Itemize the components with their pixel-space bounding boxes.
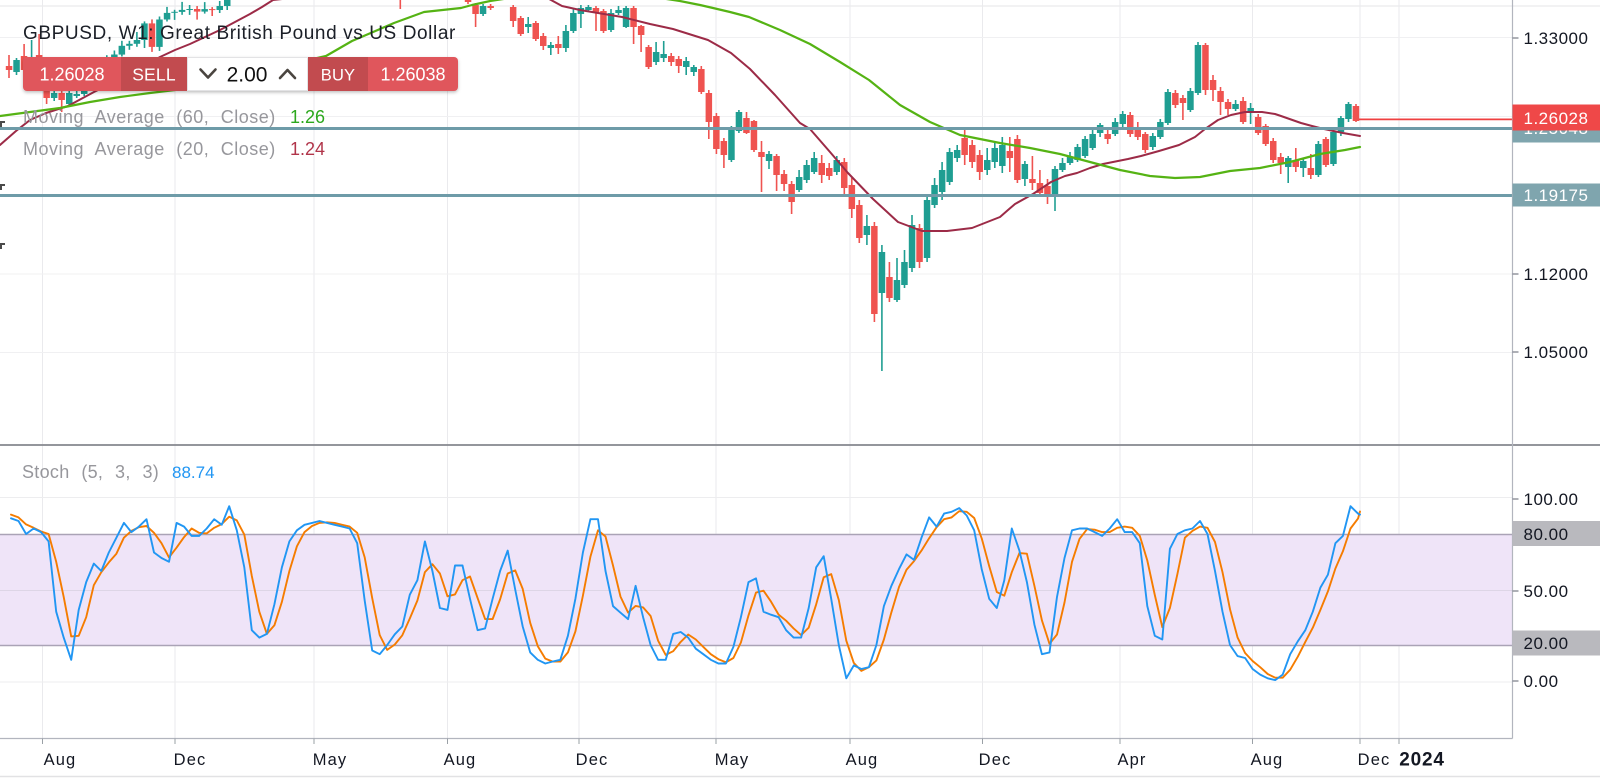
- svg-text:1.12000: 1.12000: [1524, 265, 1589, 284]
- svg-text:Stoch (5, 3, 3): Stoch (5, 3, 3): [22, 462, 159, 482]
- svg-text:Dec: Dec: [979, 751, 1012, 769]
- svg-text:BUY: BUY: [321, 67, 356, 85]
- svg-text:Apr: Apr: [1118, 751, 1147, 769]
- svg-text:1.05000: 1.05000: [1524, 343, 1589, 362]
- svg-text:1.26028: 1.26028: [1524, 109, 1589, 128]
- svg-text:1.26028: 1.26028: [39, 65, 104, 85]
- svg-text:88.74: 88.74: [172, 463, 215, 482]
- svg-text:Moving Average (20, Close): Moving Average (20, Close): [23, 139, 276, 159]
- svg-text:100.00: 100.00: [1524, 490, 1579, 509]
- svg-text:1.24: 1.24: [290, 139, 325, 159]
- svg-text:1.33000: 1.33000: [1524, 29, 1589, 48]
- svg-text:Dec: Dec: [174, 751, 207, 769]
- svg-text:Aug: Aug: [44, 751, 77, 769]
- svg-text:May: May: [313, 751, 347, 769]
- svg-text:2024: 2024: [1399, 750, 1444, 771]
- svg-text:Dec: Dec: [576, 751, 609, 769]
- svg-text:2.00: 2.00: [227, 64, 268, 87]
- svg-text:Aug: Aug: [1251, 751, 1284, 769]
- svg-text:GBPUSD, W1: Great British Poun: GBPUSD, W1: Great British Pound vs US Do…: [23, 23, 456, 44]
- svg-text:20.00: 20.00: [1524, 634, 1569, 653]
- svg-text:0.00: 0.00: [1524, 672, 1559, 691]
- svg-text:May: May: [715, 751, 749, 769]
- svg-text:Aug: Aug: [846, 751, 879, 769]
- svg-text:1.26038: 1.26038: [380, 65, 445, 85]
- svg-text:1.19175: 1.19175: [1524, 186, 1589, 205]
- svg-text:50.00: 50.00: [1524, 582, 1569, 601]
- svg-text:Dec: Dec: [1358, 751, 1391, 769]
- svg-text:Moving Average (60, Close): Moving Average (60, Close): [23, 107, 276, 127]
- svg-text:80.00: 80.00: [1524, 525, 1569, 544]
- svg-text:1.26: 1.26: [290, 107, 325, 127]
- svg-text:Aug: Aug: [444, 751, 477, 769]
- svg-text:SELL: SELL: [132, 65, 176, 85]
